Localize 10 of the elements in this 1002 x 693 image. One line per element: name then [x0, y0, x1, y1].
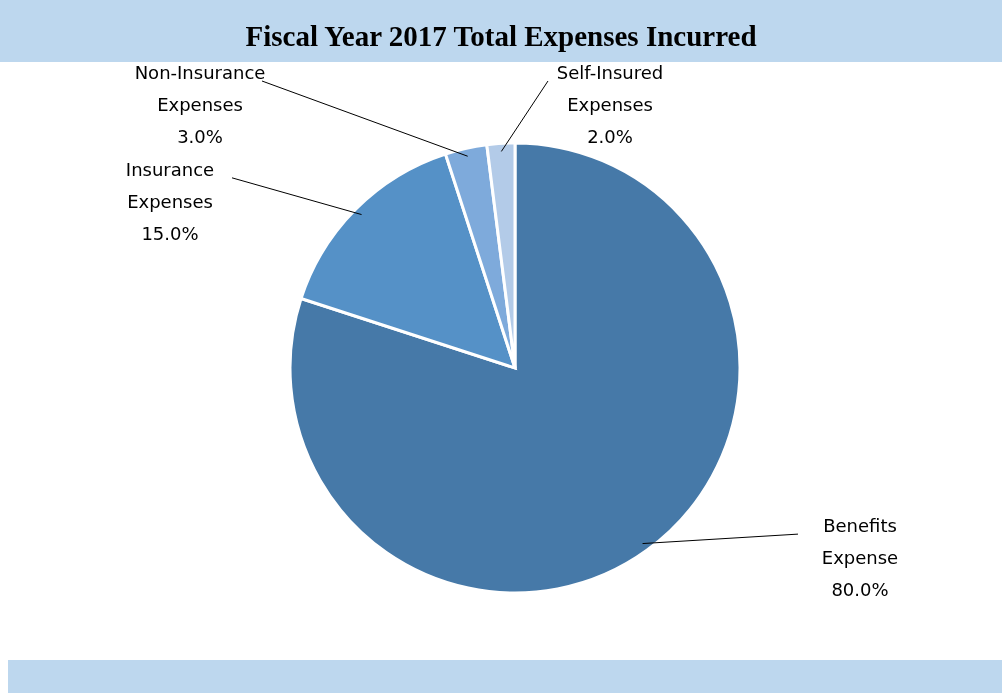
data-label: 15.0% — [141, 222, 199, 244]
slice-label: Insurance Expenses — [125, 158, 215, 212]
data-label: 3.0% — [177, 126, 223, 147]
slice-label: Self-Insured Expenses — [556, 62, 664, 115]
pie-slice — [288, 141, 742, 595]
chart-title: Fiscal Year 2017 Total Expenses Incurred — [245, 20, 757, 52]
data-label: 80.0% — [831, 579, 889, 601]
data-label: 2.0% — [587, 126, 633, 147]
slice-label: Benefits Expense — [821, 515, 899, 569]
slice-label: Non-Insurance Expenses — [134, 62, 266, 115]
